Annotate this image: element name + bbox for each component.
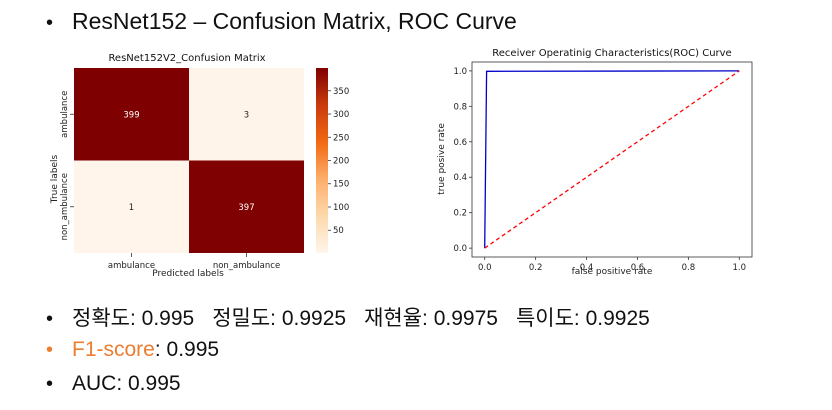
roc-ylabel: true posive rate — [437, 123, 447, 195]
cm-xlabel: Predicted labels — [152, 269, 224, 279]
roc-xlabel: false positive rate — [572, 267, 653, 277]
colorbar-tick-label: 300 — [333, 110, 349, 120]
colorbar-tick-label: 50 — [333, 226, 344, 236]
cm-cell-label: 399 — [123, 110, 139, 120]
colorbar-tick-label: 150 — [333, 180, 349, 190]
cm-ytick-label: ambulance — [60, 91, 70, 138]
cm-cell-label: 397 — [238, 203, 254, 213]
roc-ytick-label: 0.8 — [453, 102, 467, 112]
roc-xtick-label: 0.2 — [529, 263, 543, 273]
roc-ytick-label: 0.6 — [453, 138, 467, 148]
f1-label: F1-score — [72, 338, 155, 361]
roc-diagonal-line — [484, 70, 740, 249]
roc-xtick-label: 0.0 — [478, 263, 492, 273]
roc-ytick-label: 0.4 — [453, 173, 467, 183]
cm-xtick-label: ambulance — [108, 261, 155, 271]
roc-xtick-label: 0.4 — [580, 263, 594, 273]
roc-xtick-label: 0.8 — [682, 263, 696, 273]
roc-ytick-label: 0.2 — [453, 209, 467, 219]
cm-cell-label: 3 — [244, 110, 249, 120]
auc-row: • AUC: 0.995 — [46, 372, 181, 396]
colorbar-tick-label: 250 — [333, 133, 349, 143]
cm-cell — [189, 160, 304, 253]
metrics-row: • 정확도: 0.995 정밀도: 0.9925 재현율: 0.9975 특이도… — [46, 302, 650, 332]
slide-title: ResNet152 – Confusion Matrix, ROC Curve — [72, 8, 517, 34]
metric-accuracy: 정확도: 0.995 — [72, 307, 195, 330]
bullet-icon: • — [46, 308, 54, 330]
f1-row: • F1-score : 0.995 — [46, 338, 219, 362]
roc-ytick-label: 1.0 — [453, 67, 467, 77]
confusion-matrix-chart: ResNet152V2_Confusion Matrix 399 3 1 397 am… — [50, 53, 349, 279]
f1-value: : 0.995 — [154, 338, 220, 361]
colorbar-tick-label: 200 — [333, 157, 349, 167]
roc-xtick-label: 0.6 — [631, 263, 645, 273]
slide-title-row: • ResNet152 – Confusion Matrix, ROC Curv… — [46, 8, 517, 35]
colorbar-tick-label: 350 — [333, 87, 349, 97]
cm-title: ResNet152V2_Confusion Matrix — [108, 53, 265, 64]
bullet-icon: • — [46, 373, 54, 395]
cm-cell — [74, 160, 189, 253]
colorbar — [316, 68, 328, 253]
cm-cell — [74, 68, 189, 161]
roc-ytick-label: 0.0 — [453, 244, 467, 254]
cm-ylabel: True labels — [50, 154, 60, 204]
metric-precision: 정밀도: 0.9925 — [212, 307, 347, 330]
cm-cell — [189, 68, 304, 161]
bullet-icon: • — [46, 339, 54, 361]
metric-recall: 재현율: 0.9975 — [364, 307, 498, 330]
roc-xtick-label: 1.0 — [733, 263, 747, 273]
cm-ytick-label: non_ambulance — [60, 173, 70, 240]
auc-text: AUC: 0.995 — [72, 372, 181, 395]
cm-xtick-label: non_ambulance — [213, 261, 280, 271]
colorbar-tick-label: 100 — [333, 203, 349, 213]
cm-cell-label: 1 — [129, 203, 134, 213]
roc-curve-chart: Receiver Operatinig Characteristics(ROC)… — [437, 48, 753, 277]
roc-title: Receiver Operatinig Characteristics(ROC)… — [492, 48, 731, 59]
roc-curve-line — [484, 70, 740, 249]
bullet-icon: • — [46, 12, 54, 34]
metric-specificity: 특이도: 0.9925 — [515, 307, 650, 330]
